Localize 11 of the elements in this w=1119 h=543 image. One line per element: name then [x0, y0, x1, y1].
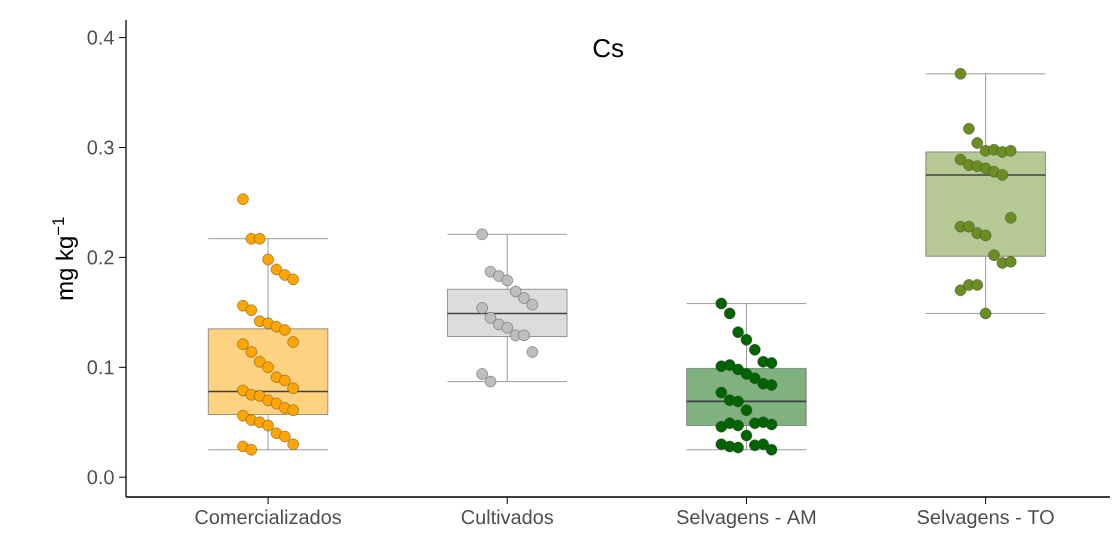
x-tick-label: Selvagens - AM — [677, 509, 816, 529]
y-axis-title: mg kg$^{−1}$ — [52, 217, 78, 300]
y-tick-label: 0.1 — [87, 360, 114, 375]
x-tick-label: Selvagens - TO — [917, 509, 1054, 529]
x-tick-label: Cultivados — [461, 509, 554, 525]
text: Cs — [593, 39, 624, 58]
y-tick-label: 0.3 — [87, 140, 114, 155]
x-tick-label: Comercializados — [195, 509, 341, 525]
y-tick-label: 0.0 — [87, 470, 114, 485]
y-tick-label: 0.2 — [87, 250, 114, 265]
y-tick-label: 0.4 — [87, 30, 114, 45]
